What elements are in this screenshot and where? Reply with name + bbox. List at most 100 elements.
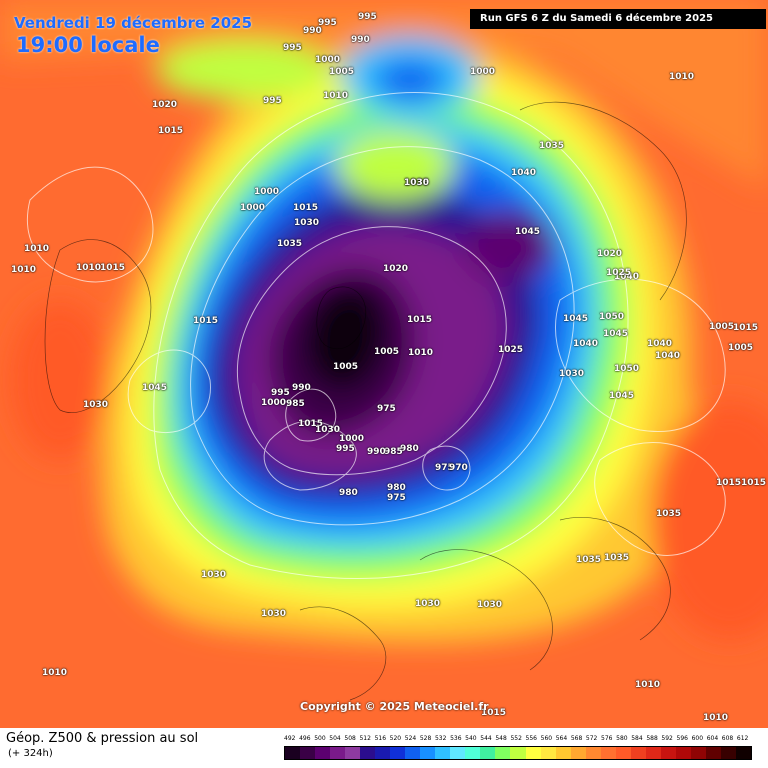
pressure-label: 980: [387, 483, 406, 493]
copyright-text: Copyright © 2025 Meteociel.fr: [300, 700, 489, 713]
pressure-label: 1035: [576, 555, 602, 565]
pressure-label: 1030: [415, 599, 441, 609]
scale-swatch: [675, 747, 691, 759]
pressure-label: 980: [339, 488, 358, 498]
scale-swatch: [570, 747, 586, 759]
pressure-label: 985: [384, 447, 403, 457]
pressure-label: 1005: [329, 67, 355, 77]
pressure-label: 1035: [404, 178, 430, 188]
scale-value-label: 520: [389, 735, 402, 742]
scale-swatch: [525, 747, 541, 759]
scale-swatch: [330, 747, 346, 759]
scale-value-label: 544: [480, 735, 492, 742]
pressure-label: 1045: [142, 383, 168, 393]
pressure-label: 1005: [333, 362, 359, 372]
scale-value-label: 572: [585, 735, 598, 742]
pressure-label: 1015: [733, 323, 759, 333]
scale-swatch: [630, 747, 646, 759]
pressure-label: 1030: [201, 570, 227, 580]
pressure-label: 975: [377, 404, 396, 414]
pressure-label: 1015: [100, 263, 126, 273]
pressure-label: 1000: [240, 203, 266, 213]
pressure-label: 1015: [407, 315, 433, 325]
pressure-label: 1000: [261, 398, 287, 408]
pressure-label: 1015: [158, 126, 184, 136]
pressure-label: 1035: [539, 141, 565, 151]
pressure-label: 1040: [573, 339, 599, 349]
pressure-label: 1025: [498, 345, 524, 355]
pressure-label: 1035: [277, 239, 303, 249]
scale-swatch: [480, 747, 496, 759]
pressure-label: 1040: [647, 339, 673, 349]
scale-value-label: 524: [404, 735, 417, 742]
pressure-label: 1045: [603, 329, 629, 339]
pressure-label: 1010: [11, 265, 37, 275]
pressure-label: 995: [283, 43, 302, 53]
pressure-label: 1010: [669, 72, 695, 82]
pressure-label: 1045: [563, 314, 589, 324]
pressure-label: 1000: [470, 67, 496, 77]
pressure-label: 1010: [323, 91, 349, 101]
pressure-label: 1000: [339, 434, 365, 444]
pressure-label: 990: [367, 447, 386, 457]
pressure-label: 1010: [703, 713, 729, 723]
scale-swatch: [540, 747, 556, 759]
pressure-label: 1035: [604, 553, 630, 563]
pressure-label: 1010: [635, 680, 661, 690]
pressure-label: 970: [449, 463, 468, 473]
pressure-label: 1020: [383, 264, 409, 274]
scale-value-label: 600: [691, 735, 704, 742]
pressure-label: 1005: [728, 343, 754, 353]
pressure-label: 1030: [404, 178, 430, 188]
scale-swatch: [345, 747, 361, 759]
scale-swatch: [600, 747, 616, 759]
run-info-box: Run GFS 6 Z du Samedi 6 décembre 2025: [470, 9, 766, 29]
pressure-label: 1005: [374, 347, 400, 357]
scale-swatch: [495, 747, 511, 759]
pressure-label: 1030: [477, 600, 503, 610]
pressure-label: 1030: [261, 609, 287, 619]
pressure-label: 995: [318, 18, 337, 28]
pressure-label: 1045: [609, 391, 635, 401]
pressure-label: 1015: [193, 316, 219, 326]
pressure-label: 1030: [559, 369, 585, 379]
scale-swatch: [585, 747, 601, 759]
scale-value-label: 588: [646, 735, 658, 742]
scale-swatch: [360, 747, 376, 759]
scale-swatch: [690, 747, 706, 759]
pressure-label: 1050: [599, 312, 625, 322]
pressure-label: 985: [286, 399, 305, 409]
geopotential-field: [0, 0, 768, 643]
pressure-label: 1010: [76, 263, 102, 273]
scale-value-label: 560: [540, 735, 553, 742]
pressure-label: 990: [303, 26, 322, 36]
color-scale-bar: [284, 746, 752, 760]
scale-value-label: 556: [525, 735, 537, 742]
pressure-label: 975: [435, 463, 454, 473]
scale-value-label: 492: [284, 735, 296, 742]
scale-swatch: [375, 747, 391, 759]
pressure-label: 1040: [655, 351, 681, 361]
scale-value-label: 580: [616, 735, 628, 742]
z500-pressure-map: [0, 0, 768, 728]
scale-swatch: [555, 747, 571, 759]
scale-value-label: 592: [661, 735, 673, 742]
pressure-label: 1015: [741, 478, 767, 488]
pressure-label: 1035: [656, 509, 682, 519]
pressure-label: 995: [358, 12, 377, 22]
scale-swatch: [300, 747, 316, 759]
scale-swatch: [405, 747, 421, 759]
pressure-isobars: [26, 92, 726, 579]
scale-value-label: 568: [570, 735, 583, 742]
scale-swatch: [450, 747, 466, 759]
scale-swatch: [735, 747, 751, 759]
pressure-label: 1030: [294, 218, 320, 228]
scale-value-label: 552: [510, 735, 522, 742]
pressure-label: 1000: [254, 187, 280, 197]
pressure-label: 995: [336, 444, 355, 454]
scale-value-label: 596: [676, 735, 688, 742]
pressure-label: 1000: [315, 55, 341, 65]
scale-value-label: 540: [465, 735, 477, 742]
scale-value-label: 508: [344, 735, 356, 742]
